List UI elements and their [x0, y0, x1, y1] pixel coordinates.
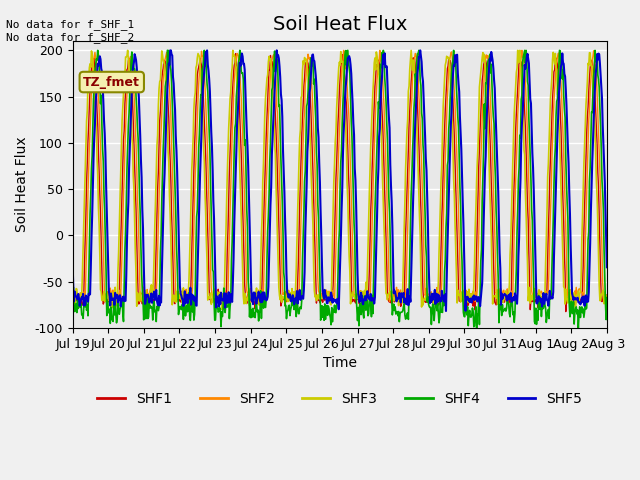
SHF4 — [257, 288, 264, 294]
SHF2 — [426, 292, 434, 298]
X-axis label: Time: Time — [323, 356, 356, 370]
Title: Soil Heat Flux: Soil Heat Flux — [273, 15, 407, 34]
SHF5 — [277, 91, 285, 97]
SHF3 — [69, 291, 77, 297]
SHF4 — [426, 304, 433, 310]
Y-axis label: Soil Heat Flux: Soil Heat Flux — [15, 137, 29, 232]
SHF3 — [278, 299, 285, 305]
SHF1 — [69, 296, 77, 301]
SHF4 — [277, 156, 285, 162]
SHF3 — [396, 294, 404, 300]
SHF2 — [69, 293, 77, 299]
SHF5 — [230, 221, 238, 227]
SHF1 — [131, 184, 139, 190]
SHF4 — [94, 48, 102, 53]
SHF3 — [603, 293, 611, 299]
SHF4 — [473, 325, 481, 331]
SHF5 — [426, 282, 433, 288]
SHF4 — [230, 147, 238, 153]
SHF3 — [231, 54, 239, 60]
SHF2 — [131, 124, 139, 130]
Line: SHF3: SHF3 — [73, 50, 607, 311]
SHF1 — [426, 298, 433, 303]
SHF3 — [257, 231, 265, 237]
SHF4 — [69, 292, 77, 298]
SHF2 — [396, 290, 404, 296]
SHF2 — [366, 300, 374, 305]
SHF3 — [124, 48, 131, 53]
SHF1 — [603, 292, 611, 298]
SHF1 — [257, 293, 264, 299]
SHF1 — [230, 70, 237, 75]
SHF1 — [232, 51, 239, 57]
SHF5 — [603, 264, 611, 270]
Text: No data for f_SHF_1
No data for f_SHF_2: No data for f_SHF_1 No data for f_SHF_2 — [6, 19, 134, 43]
SHF4 — [396, 319, 403, 324]
SHF5 — [396, 290, 403, 296]
Text: TZ_fmet: TZ_fmet — [83, 75, 140, 88]
SHF5 — [131, 54, 139, 60]
Line: SHF4: SHF4 — [73, 50, 607, 328]
SHF1 — [277, 303, 285, 309]
SHF2 — [276, 205, 284, 211]
Line: SHF5: SHF5 — [73, 50, 607, 311]
SHF4 — [603, 295, 611, 300]
SHF5 — [166, 48, 174, 53]
Line: SHF2: SHF2 — [73, 50, 607, 302]
SHF1 — [396, 299, 403, 304]
Legend: SHF1, SHF2, SHF3, SHF4, SHF5: SHF1, SHF2, SHF3, SHF4, SHF5 — [92, 386, 588, 412]
SHF2 — [603, 296, 611, 302]
SHF3 — [107, 308, 115, 313]
SHF2 — [340, 48, 348, 53]
SHF2 — [230, 96, 237, 102]
SHF5 — [257, 300, 264, 305]
SHF4 — [132, 94, 140, 99]
SHF3 — [133, 303, 141, 309]
SHF2 — [256, 296, 264, 301]
SHF1 — [562, 309, 570, 314]
SHF3 — [426, 293, 434, 299]
Line: SHF1: SHF1 — [73, 54, 607, 312]
SHF5 — [69, 263, 77, 268]
SHF5 — [442, 308, 450, 314]
